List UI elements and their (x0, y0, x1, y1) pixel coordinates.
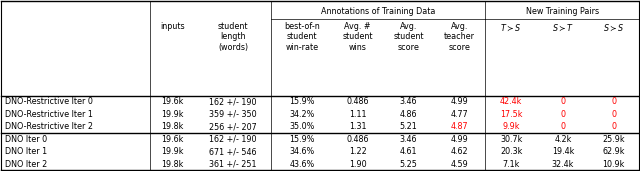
Text: 5.21: 5.21 (399, 122, 417, 131)
Text: best-of-n
student
win-rate: best-of-n student win-rate (284, 22, 320, 52)
Text: 1.11: 1.11 (349, 110, 366, 119)
Text: 34.6%: 34.6% (289, 147, 314, 156)
Text: 42.4k: 42.4k (500, 97, 522, 106)
Text: 9.9k: 9.9k (502, 122, 520, 131)
Text: 0: 0 (561, 122, 565, 131)
Text: 256 +/- 207: 256 +/- 207 (209, 122, 257, 131)
Text: 1.22: 1.22 (349, 147, 367, 156)
Text: $S \succ T$: $S \succ T$ (552, 22, 574, 32)
Text: $T \succ S$: $T \succ S$ (500, 22, 522, 32)
Text: 7.1k: 7.1k (502, 160, 520, 169)
Text: 4.86: 4.86 (400, 110, 417, 119)
Text: 3.46: 3.46 (400, 135, 417, 144)
Text: 5.25: 5.25 (399, 160, 417, 169)
Text: $S \succ S$: $S \succ S$ (603, 22, 625, 32)
Text: 4.62: 4.62 (451, 147, 468, 156)
Text: 20.3k: 20.3k (500, 147, 522, 156)
Text: 4.99: 4.99 (451, 135, 468, 144)
Text: 4.99: 4.99 (451, 97, 468, 106)
Text: Avg.
teacher
score: Avg. teacher score (444, 22, 475, 52)
Text: 19.6k: 19.6k (161, 135, 184, 144)
Text: 19.8k: 19.8k (161, 160, 184, 169)
Text: 62.9k: 62.9k (603, 147, 625, 156)
Text: 10.9k: 10.9k (603, 160, 625, 169)
Text: 0.486: 0.486 (346, 97, 369, 106)
Text: 162 +/- 190: 162 +/- 190 (209, 135, 257, 144)
Text: DNO-Restrictive Iter 1: DNO-Restrictive Iter 1 (4, 110, 93, 119)
Text: 162 +/- 190: 162 +/- 190 (209, 97, 257, 106)
Text: 15.9%: 15.9% (289, 97, 315, 106)
Text: 0: 0 (611, 97, 616, 106)
Text: Avg.
student
score: Avg. student score (393, 22, 424, 52)
Text: 17.5k: 17.5k (500, 110, 522, 119)
Text: 4.59: 4.59 (451, 160, 468, 169)
Text: 671 +/- 546: 671 +/- 546 (209, 147, 257, 156)
Text: 4.2k: 4.2k (554, 135, 572, 144)
Text: 19.8k: 19.8k (161, 122, 184, 131)
Text: 4.77: 4.77 (451, 110, 468, 119)
Text: 19.9k: 19.9k (161, 147, 184, 156)
Text: inputs: inputs (160, 22, 185, 31)
Text: 25.9k: 25.9k (602, 135, 625, 144)
Text: DNO Iter 2: DNO Iter 2 (4, 160, 47, 169)
Text: 30.7k: 30.7k (500, 135, 522, 144)
Text: DNO-Restrictive Iter 2: DNO-Restrictive Iter 2 (4, 122, 93, 131)
Text: DNO-Restrictive Iter 0: DNO-Restrictive Iter 0 (4, 97, 93, 106)
Text: Avg. #
student
wins: Avg. # student wins (342, 22, 373, 52)
Text: 34.2%: 34.2% (289, 110, 314, 119)
Text: 0: 0 (611, 110, 616, 119)
Text: 3.46: 3.46 (400, 97, 417, 106)
Text: 0: 0 (611, 122, 616, 131)
Text: 32.4k: 32.4k (552, 160, 574, 169)
Text: 4.61: 4.61 (400, 147, 417, 156)
Text: 19.9k: 19.9k (161, 110, 184, 119)
Text: 43.6%: 43.6% (289, 160, 314, 169)
Text: Annotations of Training Data: Annotations of Training Data (321, 7, 435, 16)
Text: 361 +/- 251: 361 +/- 251 (209, 160, 257, 169)
Text: 0: 0 (561, 110, 565, 119)
Text: New Training Pairs: New Training Pairs (525, 7, 598, 16)
Text: DNO Iter 0: DNO Iter 0 (4, 135, 47, 144)
Text: 15.9%: 15.9% (289, 135, 315, 144)
Text: 0: 0 (561, 97, 565, 106)
Text: 1.90: 1.90 (349, 160, 367, 169)
Text: DNO Iter 1: DNO Iter 1 (4, 147, 47, 156)
Text: 4.87: 4.87 (451, 122, 468, 131)
Text: 19.6k: 19.6k (161, 97, 184, 106)
Text: 0.486: 0.486 (346, 135, 369, 144)
Text: 359 +/- 350: 359 +/- 350 (209, 110, 257, 119)
Text: 19.4k: 19.4k (552, 147, 574, 156)
Text: 1.31: 1.31 (349, 122, 366, 131)
Text: student
length
(words): student length (words) (218, 22, 248, 52)
Text: 35.0%: 35.0% (289, 122, 314, 131)
